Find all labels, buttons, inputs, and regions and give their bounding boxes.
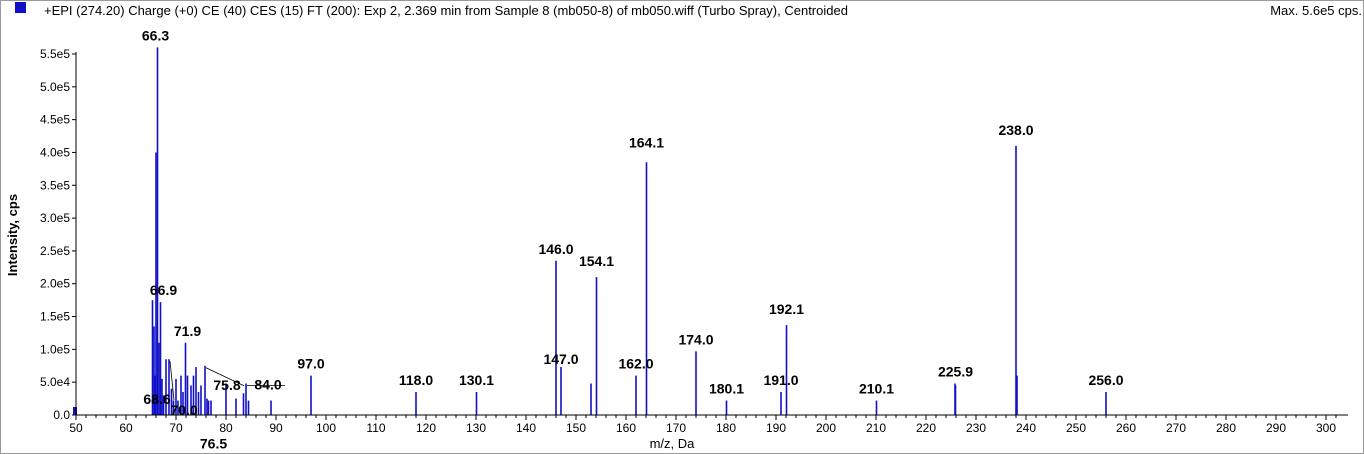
legend-swatch-icon [15, 2, 26, 13]
x-tick-label: 230 [966, 421, 986, 435]
x-tick-label: 220 [916, 421, 936, 435]
label-leader-line [169, 361, 175, 401]
x-tick-label: 280 [1216, 421, 1236, 435]
peak-label: 162.0 [618, 356, 653, 372]
y-tick-label: 4.5e5 [40, 113, 70, 127]
peak-label: 147.0 [543, 351, 578, 367]
x-tick-label: 90 [269, 421, 283, 435]
peak-label: 225.9 [938, 363, 973, 379]
x-tick-label: 160 [616, 421, 636, 435]
x-tick-label: 150 [566, 421, 586, 435]
x-axis-ticks: 50 60 70 80 90 100 110 120 130 140 150 160 170 180 190… [69, 415, 1337, 435]
peak-label: 191.0 [763, 372, 798, 388]
x-tick-label: 180 [716, 421, 736, 435]
peak-label: 238.0 [998, 122, 1033, 138]
x-tick-label: 130 [466, 421, 486, 435]
peak-label: 118.0 [399, 372, 433, 388]
x-tick-label: 270 [1166, 421, 1186, 435]
y-tick-label: 5.0e5 [40, 80, 70, 94]
x-tick-label: 290 [1266, 421, 1286, 435]
x-tick-label: 190 [766, 421, 786, 435]
peak-label: 210.1 [859, 381, 894, 397]
y-axis-title: Intensity, cps [5, 194, 20, 276]
x-tick-label: 110 [366, 421, 385, 435]
x-tick-label: 200 [816, 421, 836, 435]
peak-label: 66.9 [150, 282, 177, 298]
peak-label: 180.1 [709, 381, 744, 397]
peak-label: 75.8 [213, 377, 240, 393]
peak-label: 154.1 [579, 253, 614, 269]
x-tick-label: 60 [119, 421, 133, 435]
label-leader-line [205, 367, 245, 387]
peak-label: 97.0 [297, 356, 324, 372]
x-tick-label: 240 [1016, 421, 1036, 435]
peak-label: 76.5 [200, 436, 227, 452]
x-tick-label: 70 [169, 421, 183, 435]
x-tick-label: 50 [69, 421, 83, 435]
x-tick-label: 170 [666, 421, 686, 435]
x-tick-label: 80 [219, 421, 233, 435]
peak-label: 130.1 [459, 372, 494, 388]
peak-label: 164.1 [629, 134, 664, 150]
x-tick-label: 260 [1116, 421, 1136, 435]
peak-label: 256.0 [1088, 372, 1123, 388]
y-tick-label: 1.0e5 [40, 342, 70, 356]
x-axis-title: m/z, Da [650, 436, 696, 451]
y-tick-label: 0.0 [53, 408, 70, 422]
y-tick-label: 2.0e5 [40, 277, 70, 291]
max-intensity-label: Max. 5.6e5 cps. [1270, 3, 1362, 18]
x-tick-label: 250 [1066, 421, 1086, 435]
y-tick-label: 5.0e4 [40, 375, 70, 389]
peak-label: 174.0 [678, 331, 713, 347]
spectrum-peaks [73, 47, 1107, 415]
x-tick-label: 120 [416, 421, 436, 435]
peak-label: 192.1 [769, 301, 804, 317]
y-tick-label: 3.5e5 [40, 178, 70, 192]
peak-label: 66.3 [142, 27, 169, 43]
y-axis-ticks: 0.0 5.0e4 1.0e5 1.5e5 2.0e5 2.5e5 3.0e5 3.5e5 4.… [40, 47, 76, 422]
peak-label: 71.9 [174, 323, 201, 339]
x-tick-label: 140 [516, 421, 536, 435]
y-tick-label: 2.5e5 [40, 244, 70, 258]
y-tick-label: 4.0e5 [40, 145, 70, 159]
y-tick-label: 5.5e5 [40, 47, 70, 61]
y-tick-label: 1.5e5 [40, 310, 70, 324]
peak-label: 146.0 [538, 241, 573, 257]
peak-labels: 66.3 66.9 68.670.0 71.9 75.8 76.5 84.0 97.0 118.… [142, 27, 1124, 451]
spectrum-header: +EPI (274.20) Charge (+0) CE (40) CES (1… [44, 3, 848, 18]
x-tick-label: 300 [1316, 421, 1336, 435]
axis-origin-marker [73, 407, 77, 415]
peak-label: 84.0 [254, 376, 281, 392]
peak-label: 70.0 [170, 402, 197, 418]
x-tick-label: 210 [866, 421, 886, 435]
y-tick-label: 3.0e5 [40, 211, 70, 225]
peak-label: 68.6 [143, 391, 170, 407]
x-tick-label: 100 [316, 421, 336, 435]
